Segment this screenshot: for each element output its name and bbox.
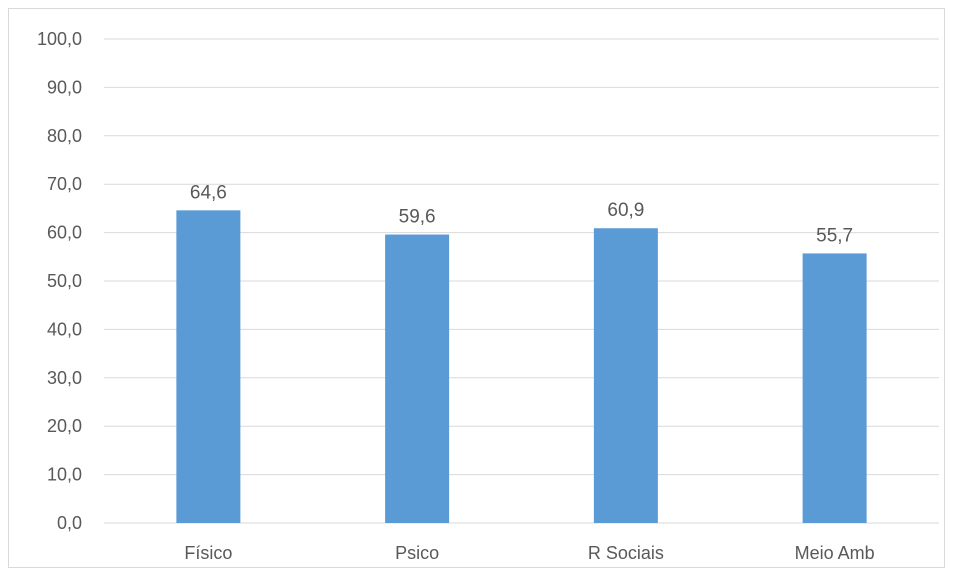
y-tick-label: 0,0 xyxy=(57,513,82,533)
bars xyxy=(176,210,867,524)
data-label: 59,6 xyxy=(399,207,436,228)
chart-frame: 0,0 10,0 20,0 30,0 40,0 50,0 60,0 70,0 80,0 90,0 1… xyxy=(8,8,945,568)
gridlines xyxy=(104,38,939,524)
y-tick-label: 70,0 xyxy=(47,174,82,194)
data-label: 64,6 xyxy=(190,182,227,203)
x-category-label: Meio Amb xyxy=(795,543,875,563)
bar xyxy=(385,234,450,523)
x-category-label: Físico xyxy=(184,543,232,563)
bar-chart: 0,0 10,0 20,0 30,0 40,0 50,0 60,0 70,0 80,0 90,0 1… xyxy=(37,29,939,563)
y-tick-label: 90,0 xyxy=(47,77,82,97)
bar xyxy=(176,210,241,523)
y-tick-label: 30,0 xyxy=(47,368,82,388)
data-label: 55,7 xyxy=(816,225,853,246)
data-label: 60,9 xyxy=(607,200,644,221)
bar xyxy=(593,228,658,523)
y-tick-label: 60,0 xyxy=(47,223,82,243)
y-tick-label: 10,0 xyxy=(47,465,82,485)
x-category-label: R Sociais xyxy=(588,543,664,563)
y-tick-label: 100,0 xyxy=(37,29,82,49)
y-axis-ticks: 0,0 10,0 20,0 30,0 40,0 50,0 60,0 70,0 80,0 90,0 1… xyxy=(37,29,82,533)
x-category-label: Psico xyxy=(395,543,439,563)
y-tick-label: 20,0 xyxy=(47,416,82,436)
y-tick-label: 80,0 xyxy=(47,126,82,146)
data-labels: 64,6 59,6 60,9 55,7 xyxy=(190,182,853,246)
y-tick-label: 50,0 xyxy=(47,271,82,291)
x-axis-categories: Físico Psico R Sociais Meio Amb xyxy=(184,543,874,563)
y-tick-label: 40,0 xyxy=(47,319,82,339)
bar xyxy=(802,253,867,524)
